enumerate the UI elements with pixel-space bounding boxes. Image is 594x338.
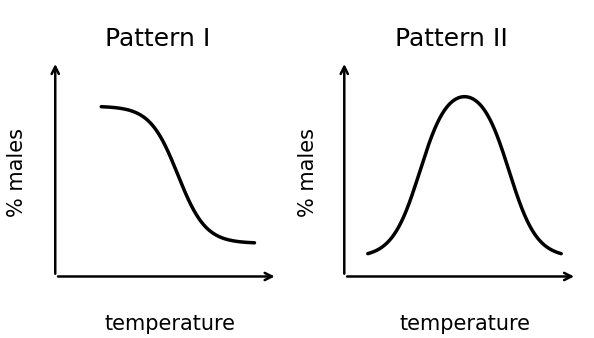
Title: Pattern II: Pattern II bbox=[395, 27, 508, 51]
Text: temperature: temperature bbox=[105, 314, 236, 334]
Title: Pattern I: Pattern I bbox=[105, 27, 210, 51]
Text: % males: % males bbox=[298, 128, 318, 217]
Text: temperature: temperature bbox=[399, 314, 530, 334]
Text: % males: % males bbox=[7, 128, 27, 217]
